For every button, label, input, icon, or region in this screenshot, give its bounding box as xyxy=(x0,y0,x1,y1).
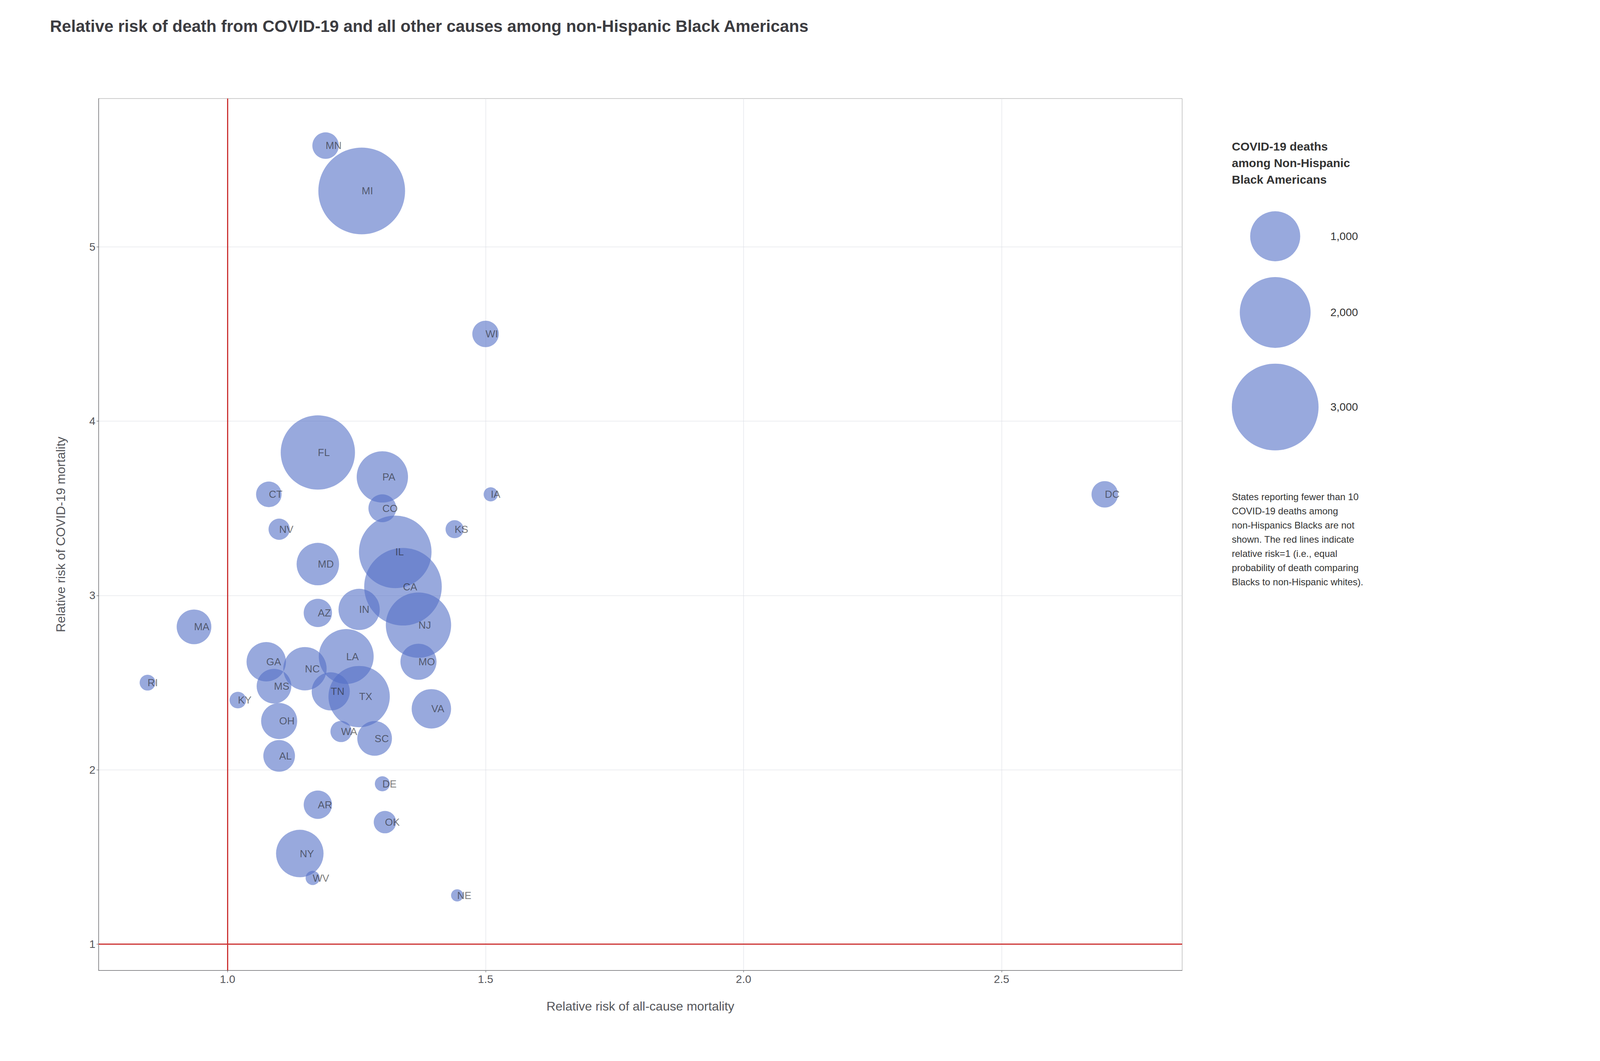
svg-text:MO: MO xyxy=(418,655,436,668)
svg-text:NC: NC xyxy=(305,663,321,675)
svg-text:1,000: 1,000 xyxy=(1330,230,1358,243)
svg-text:probability of death comparing: probability of death comparing xyxy=(1231,562,1359,574)
svg-text:shown. The red lines indicate: shown. The red lines indicate xyxy=(1231,534,1355,545)
svg-text:RI: RI xyxy=(147,676,158,689)
svg-text:Relative risk of COVID-19 mort: Relative risk of COVID-19 mortality xyxy=(53,436,68,633)
svg-text:IL: IL xyxy=(395,545,405,558)
svg-text:Blacks to non-Hispanic whites): Blacks to non-Hispanic whites). xyxy=(1231,576,1364,588)
svg-text:AR: AR xyxy=(317,799,332,811)
svg-text:relative risk=1 (i.e., equal: relative risk=1 (i.e., equal xyxy=(1231,548,1338,559)
svg-text:COVID-19 deaths: COVID-19 deaths xyxy=(1231,139,1328,153)
svg-text:2,000: 2,000 xyxy=(1330,306,1358,319)
svg-text:2: 2 xyxy=(89,763,96,777)
svg-text:5: 5 xyxy=(89,240,96,254)
svg-text:WA: WA xyxy=(340,725,358,738)
svg-text:MI: MI xyxy=(361,184,374,197)
svg-text:PA: PA xyxy=(382,471,396,483)
svg-text:among Non-Hispanic: among Non-Hispanic xyxy=(1231,156,1351,170)
svg-text:IN: IN xyxy=(359,603,370,616)
svg-text:Relative risk of all-cause mor: Relative risk of all-cause mortality xyxy=(546,999,735,1014)
svg-text:AZ: AZ xyxy=(317,607,331,619)
svg-text:NV: NV xyxy=(279,523,294,536)
svg-text:1: 1 xyxy=(89,938,96,951)
svg-text:FL: FL xyxy=(317,446,330,459)
svg-text:TN: TN xyxy=(330,685,345,698)
svg-text:NY: NY xyxy=(299,847,315,860)
svg-text:4: 4 xyxy=(89,415,96,428)
svg-text:OH: OH xyxy=(279,715,295,727)
svg-text:TX: TX xyxy=(359,690,373,703)
svg-text:NJ: NJ xyxy=(418,619,432,632)
svg-text:CO: CO xyxy=(382,502,398,515)
svg-text:GA: GA xyxy=(266,655,282,668)
svg-text:3,000: 3,000 xyxy=(1330,400,1358,414)
svg-text:3: 3 xyxy=(89,589,96,602)
svg-text:DE: DE xyxy=(382,778,397,790)
svg-text:MA: MA xyxy=(193,620,210,633)
svg-text:MS: MS xyxy=(273,680,290,693)
svg-text:AL: AL xyxy=(279,750,292,762)
svg-text:non-Hispanics Blacks are not: non-Hispanics Blacks are not xyxy=(1231,519,1355,531)
svg-text:NE: NE xyxy=(457,889,472,902)
svg-text:Relative risk of death from CO: Relative risk of death from COVID-19 and… xyxy=(50,16,809,36)
svg-text:VA: VA xyxy=(431,702,445,715)
svg-text:2.0: 2.0 xyxy=(735,973,752,986)
svg-text:SC: SC xyxy=(374,732,389,745)
svg-text:2.5: 2.5 xyxy=(993,973,1010,986)
svg-text:WV: WV xyxy=(312,872,330,885)
svg-text:COVID-19 deaths among: COVID-19 deaths among xyxy=(1231,505,1338,517)
svg-text:1.0: 1.0 xyxy=(219,973,236,986)
svg-text:CA: CA xyxy=(402,581,418,593)
svg-text:1.5: 1.5 xyxy=(477,973,494,986)
svg-text:Black Americans: Black Americans xyxy=(1231,173,1327,187)
svg-text:States reporting fewer than 10: States reporting fewer than 10 xyxy=(1231,491,1359,503)
svg-text:OK: OK xyxy=(385,816,401,829)
svg-text:KS: KS xyxy=(454,523,469,536)
svg-text:IA: IA xyxy=(490,488,501,501)
svg-text:KY: KY xyxy=(237,694,252,706)
svg-text:CT: CT xyxy=(268,488,283,501)
svg-text:MD: MD xyxy=(317,558,334,570)
svg-text:DC: DC xyxy=(1104,488,1120,501)
svg-text:WI: WI xyxy=(485,327,499,340)
svg-text:LA: LA xyxy=(346,650,359,663)
svg-text:MN: MN xyxy=(325,139,342,152)
